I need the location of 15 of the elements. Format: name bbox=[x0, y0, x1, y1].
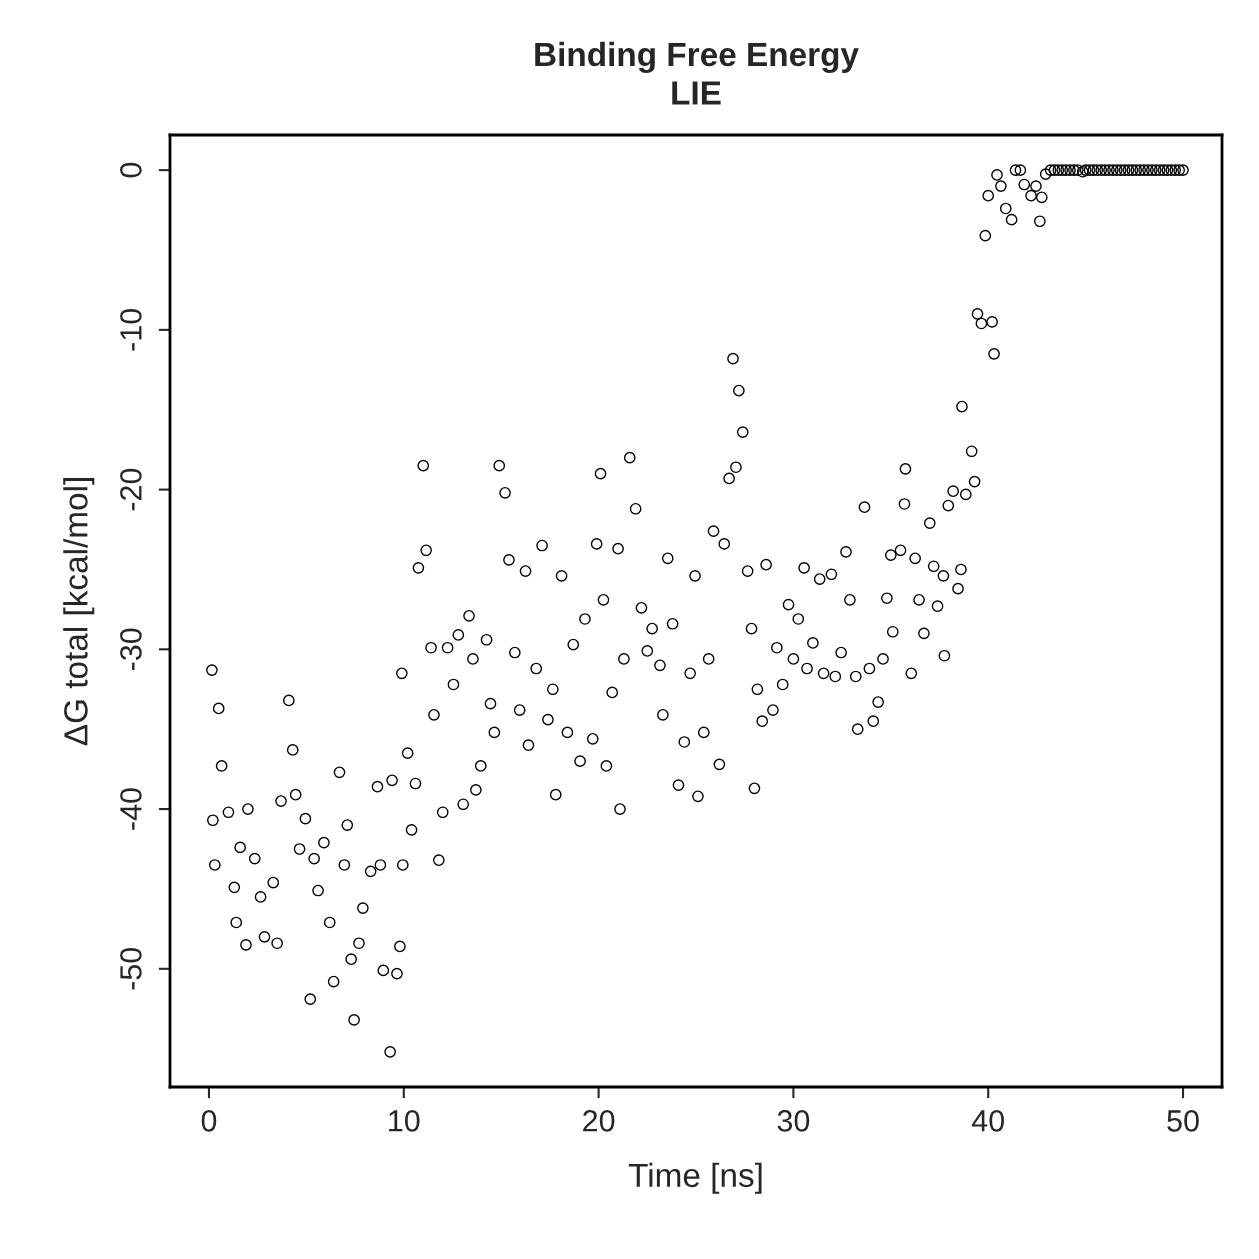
x-tick-label: 50 bbox=[1167, 1110, 1199, 1132]
x-axis-title: Time [ns] bbox=[628, 1162, 762, 1194]
y-axis-title: ΔG total [kcal/mol] bbox=[63, 478, 95, 746]
y-tick-label: -30 bbox=[120, 628, 142, 671]
x-tick-label: 40 bbox=[971, 1110, 1005, 1132]
y-tick-label: -50 bbox=[120, 947, 142, 990]
x-tick-label: 20 bbox=[583, 1110, 615, 1132]
x-tick-label: 10 bbox=[389, 1110, 420, 1132]
chart-title: Binding Free Energy LIE bbox=[535, 41, 859, 105]
x-tick-label: 0 bbox=[201, 1110, 217, 1132]
y-tick-label: 0 bbox=[120, 162, 142, 178]
y-tick-label: -40 bbox=[120, 788, 142, 830]
x-tick-label: 30 bbox=[777, 1110, 810, 1132]
y-tick-label: -10 bbox=[120, 308, 142, 351]
y-tick-label: -20 bbox=[120, 468, 142, 511]
